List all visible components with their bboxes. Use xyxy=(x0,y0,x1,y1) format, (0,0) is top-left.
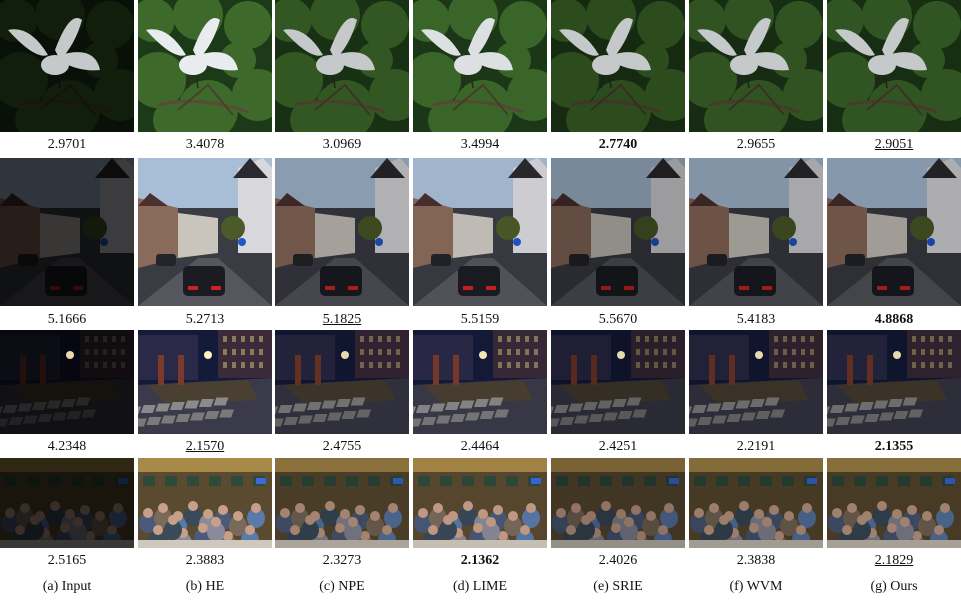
score-value: 2.5165 xyxy=(47,553,87,568)
score-value: 2.1355 xyxy=(874,439,914,454)
score-value: 2.9655 xyxy=(736,137,776,152)
courtyard-night-photo-7 xyxy=(827,330,961,434)
courtyard-night-photo-4 xyxy=(413,330,547,434)
score-value: 4.2348 xyxy=(47,439,87,454)
score-value: 2.4464 xyxy=(460,439,500,454)
restaurant-photo-4 xyxy=(413,458,547,548)
score-value: 2.4251 xyxy=(598,439,638,454)
score-value: 2.4026 xyxy=(598,553,638,568)
score-value: 4.8868 xyxy=(874,312,914,327)
street-photo-6 xyxy=(689,158,823,306)
score-value: 2.1829 xyxy=(874,553,914,568)
courtyard-night-photo-5 xyxy=(551,330,685,434)
egret-photo-6 xyxy=(689,0,823,132)
score-value: 5.2713 xyxy=(185,312,225,327)
column-caption: (e) SRIE xyxy=(593,579,643,594)
score-value: 3.4994 xyxy=(460,137,500,152)
column-caption: (a) Input xyxy=(42,579,92,594)
score-value: 2.4755 xyxy=(322,439,362,454)
score-value: 2.1570 xyxy=(185,439,225,454)
street-photo-7 xyxy=(827,158,961,306)
score-value: 2.7740 xyxy=(598,137,638,152)
courtyard-night-photo-2 xyxy=(138,330,272,434)
egret-photo-2 xyxy=(138,0,272,132)
street-photo-5 xyxy=(551,158,685,306)
restaurant-photo-1 xyxy=(0,458,134,548)
score-value: 2.3273 xyxy=(322,553,362,568)
street-photo-3 xyxy=(275,158,409,306)
score-value: 5.5159 xyxy=(460,312,500,327)
score-value: 3.0969 xyxy=(322,137,362,152)
score-value: 3.4078 xyxy=(185,137,225,152)
score-value: 5.1666 xyxy=(47,312,87,327)
restaurant-photo-2 xyxy=(138,458,272,548)
score-value: 5.5670 xyxy=(598,312,638,327)
restaurant-photo-6 xyxy=(689,458,823,548)
score-value: 5.1825 xyxy=(322,312,362,327)
score-value: 5.4183 xyxy=(736,312,776,327)
restaurant-photo-3 xyxy=(275,458,409,548)
score-value: 2.9051 xyxy=(874,137,914,152)
column-caption: (f) WVM xyxy=(729,579,783,594)
score-value: 2.2191 xyxy=(736,439,776,454)
score-value: 2.3883 xyxy=(185,553,225,568)
egret-photo-3 xyxy=(275,0,409,132)
egret-photo-7 xyxy=(827,0,961,132)
restaurant-photo-7 xyxy=(827,458,961,548)
courtyard-night-photo-1 xyxy=(0,330,134,434)
column-caption: (c) NPE xyxy=(319,579,365,594)
courtyard-night-photo-6 xyxy=(689,330,823,434)
restaurant-photo-5 xyxy=(551,458,685,548)
street-photo-2 xyxy=(138,158,272,306)
street-photo-1 xyxy=(0,158,134,306)
column-caption: (d) LIME xyxy=(452,579,508,594)
street-photo-4 xyxy=(413,158,547,306)
score-value: 2.3838 xyxy=(736,553,776,568)
score-value: 2.9701 xyxy=(47,137,87,152)
egret-photo-5 xyxy=(551,0,685,132)
egret-photo-4 xyxy=(413,0,547,132)
score-value: 2.1362 xyxy=(460,553,500,568)
column-caption: (g) Ours xyxy=(870,579,918,594)
courtyard-night-photo-3 xyxy=(275,330,409,434)
column-caption: (b) HE xyxy=(185,579,225,594)
egret-photo-1 xyxy=(0,0,134,132)
